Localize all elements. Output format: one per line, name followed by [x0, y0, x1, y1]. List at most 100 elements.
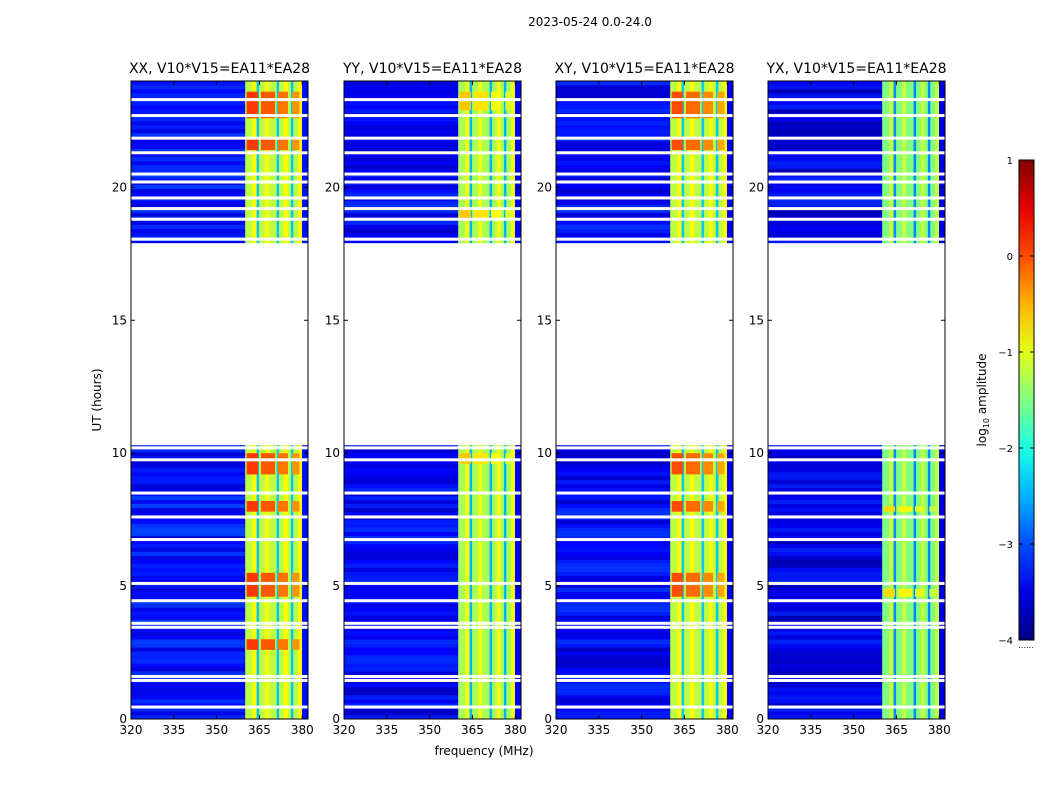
heatmap-row — [344, 603, 459, 608]
heatmap-row — [768, 128, 883, 134]
x-tick-label: 380 — [504, 723, 527, 737]
colorbar-label: log10 amplitude — [975, 354, 991, 447]
heatmap-row — [131, 611, 246, 616]
heatmap-row — [344, 475, 459, 481]
heatmap-row — [556, 168, 671, 174]
heatmap-row — [556, 108, 671, 114]
y-tick-label: 10 — [112, 446, 127, 460]
heatmap-row — [344, 116, 459, 122]
heatmap-row — [131, 583, 246, 588]
heatmap-row — [556, 623, 671, 628]
y-tick-label: 20 — [325, 180, 340, 194]
heatmap-row — [556, 603, 671, 608]
heatmap-row — [131, 463, 246, 469]
heatmap-row — [556, 631, 671, 636]
heatmap-row — [131, 467, 246, 473]
heatmap-row — [768, 631, 883, 636]
heatmap-gap-line — [556, 538, 733, 542]
heatmap-gap-line — [131, 581, 308, 585]
heatmap-row — [131, 232, 246, 238]
heatmap-row — [768, 168, 883, 174]
heatmap-row — [344, 567, 459, 572]
heatmap-row — [344, 443, 459, 449]
colorbar-label-suffix: amplitude — [975, 354, 989, 418]
heatmap-row — [556, 707, 671, 712]
colorbar-tick-label: 1 — [1007, 156, 1013, 167]
heatmap-row — [768, 224, 883, 230]
heatmap-row — [131, 200, 246, 206]
heatmap-row — [344, 495, 459, 501]
heatmap-row — [344, 659, 459, 664]
heatmap-row — [344, 595, 459, 600]
heatmap-row — [556, 635, 671, 640]
heatmap-row — [768, 116, 883, 122]
heatmap-row — [131, 715, 246, 719]
heatmap-row — [556, 615, 671, 620]
panel-title: YX, V10*V15=EA11*EA28 — [765, 61, 946, 77]
heatmap-row — [344, 160, 459, 166]
heatmap-gap-line — [131, 207, 308, 211]
heatmap-row — [131, 104, 246, 110]
heatmap-bright-patch — [671, 453, 684, 475]
heatmap-row — [344, 695, 459, 700]
heatmap-gap-line — [131, 538, 308, 542]
heatmap-no-data — [556, 243, 733, 446]
heatmap-gap-line — [768, 491, 945, 495]
heatmap-cells-4 — [768, 81, 945, 719]
heatmap-row — [131, 687, 246, 692]
heatmap-row — [768, 140, 883, 146]
heatmap-row — [556, 555, 671, 560]
heatmap-row — [768, 647, 883, 652]
heatmap-gap-line — [344, 114, 521, 118]
heatmap-row — [131, 224, 246, 230]
heatmap-gap-line — [556, 625, 733, 629]
heatmap-row — [344, 487, 459, 493]
y-tick-label: 5 — [332, 579, 340, 593]
heatmap-row — [344, 527, 459, 533]
heatmap-row — [768, 499, 883, 505]
heatmap-bright-patch — [292, 139, 300, 151]
heatmap-row — [556, 100, 671, 106]
heatmap-row — [768, 523, 883, 529]
heatmap-bright-patch — [459, 208, 472, 220]
heatmap-row — [131, 635, 246, 640]
heatmap-row — [556, 467, 671, 473]
heatmap-row — [556, 184, 671, 190]
heatmap-row — [131, 619, 246, 624]
heatmap-row — [768, 507, 883, 513]
heatmap-row — [344, 200, 459, 206]
colorbar-gradient — [1018, 159, 1035, 641]
heatmap-row — [344, 81, 459, 86]
x-tick-label: 335 — [587, 723, 610, 737]
heatmap-cells-3 — [556, 81, 733, 719]
heatmap-row — [768, 571, 883, 576]
heatmap-gap-line — [131, 678, 308, 682]
heatmap-row — [768, 559, 883, 564]
heatmap-bright-patch — [246, 501, 259, 512]
heatmap-row — [556, 116, 671, 122]
heatmap-gap-line — [131, 458, 308, 462]
heatmap-gap-line — [344, 207, 521, 211]
heatmap-gap-line — [131, 625, 308, 629]
x-tick-label: 365 — [461, 723, 484, 737]
heatmap-row — [131, 543, 246, 549]
heatmap-row — [556, 607, 671, 612]
heatmap-row — [131, 531, 246, 537]
heatmap-row — [768, 715, 883, 719]
heatmap-bright-patch — [703, 91, 714, 119]
heatmap-bright-patch — [883, 588, 896, 597]
heatmap-row — [768, 563, 883, 568]
heatmap-row — [344, 92, 459, 98]
heatmap-row — [768, 627, 883, 632]
heatmap-row — [768, 583, 883, 588]
y-tick-label: 20 — [112, 180, 127, 194]
heatmap-row — [344, 451, 459, 457]
heatmap-row — [344, 651, 459, 656]
heatmap-row — [344, 639, 459, 644]
heatmap-row — [344, 607, 459, 612]
heatmap-gap-line — [556, 196, 733, 200]
heatmap-row — [556, 160, 671, 166]
colorbar-label-prefix: log — [975, 428, 989, 446]
heatmap-row — [556, 164, 671, 170]
x-tick-label: 335 — [162, 723, 185, 737]
